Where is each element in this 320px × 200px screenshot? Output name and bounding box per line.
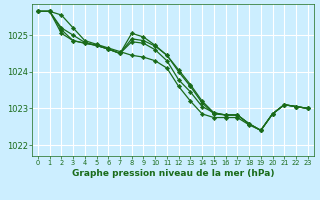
X-axis label: Graphe pression niveau de la mer (hPa): Graphe pression niveau de la mer (hPa) xyxy=(72,169,274,178)
